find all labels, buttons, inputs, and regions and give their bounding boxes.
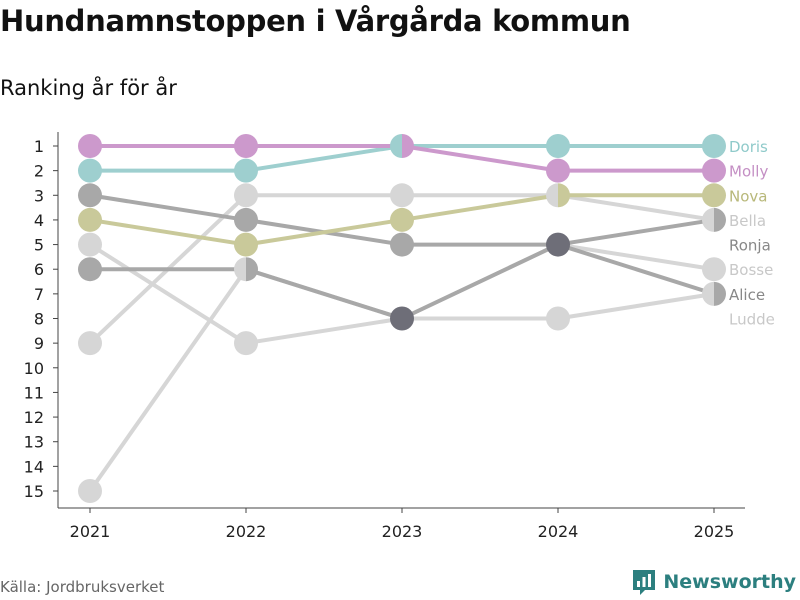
- end-labels: Doris Molly Nova Bella Ronja Bosse Alice Ludde: [729, 138, 775, 329]
- marker-alice-2025: [714, 281, 726, 306]
- marker-ludde-2021: [78, 479, 102, 503]
- marker-ronja-2023: [390, 232, 414, 257]
- marker-molly-2024: [546, 158, 570, 183]
- x-tick-label-2023: 2023: [382, 522, 423, 541]
- marker-molly-2021: [78, 134, 102, 158]
- y-tick-label-6: 6: [34, 260, 44, 279]
- y-tick-label-11: 11: [24, 383, 44, 402]
- marker-molly-2023: [402, 134, 414, 158]
- marker-ludde-2025: [702, 281, 714, 306]
- marker-bella-2025: [702, 207, 714, 232]
- y-tick-label-14: 14: [24, 457, 44, 476]
- marker-nova-2022: [234, 232, 258, 257]
- marker-bosse-2025: [702, 257, 726, 282]
- marker-ronja-2022: [234, 207, 258, 232]
- marker-molly-2025: [702, 158, 726, 183]
- chart-title: Hundnamnstoppen i Vårgårda kommun: [0, 4, 631, 38]
- y-tick-label-2: 2: [34, 162, 44, 181]
- newsworthy-logo: Newsworthy: [631, 568, 796, 596]
- brand-name: Newsworthy: [663, 571, 796, 593]
- end-label-ronja: Ronja: [729, 237, 771, 255]
- marker-shared-8-2023: [390, 306, 414, 331]
- y-tick-label-1: 1: [34, 137, 44, 156]
- y-tick-label-13: 13: [24, 433, 44, 452]
- marker-bella-2022: [234, 183, 258, 208]
- end-label-nova: Nova: [729, 187, 767, 205]
- marker-doris-2024: [546, 134, 570, 158]
- y-tick-label-9: 9: [34, 334, 44, 353]
- y-tick-label-5: 5: [34, 236, 44, 255]
- marker-bosse-2021: [78, 232, 102, 257]
- marker-bosse-2022: [234, 331, 258, 356]
- marker-doris-2025: [702, 134, 726, 158]
- end-label-molly: Molly: [729, 163, 768, 181]
- source-note: Källa: Jordbruksverket: [0, 578, 165, 596]
- marker-ronja-2025: [714, 207, 726, 232]
- marker-doris-2023: [390, 134, 402, 158]
- marker-molly-2022: [234, 134, 258, 158]
- marker-nova-2021: [78, 207, 102, 232]
- marker-bella-2021: [78, 331, 102, 356]
- y-tick-label-12: 12: [24, 408, 44, 427]
- marker-alice-2022: [246, 257, 258, 282]
- y-tick-label-10: 10: [24, 359, 44, 378]
- marker-bella-2023: [390, 183, 414, 208]
- x-tick-label-2021: 2021: [70, 522, 111, 541]
- end-label-ludde: Ludde: [729, 311, 775, 329]
- marker-doris-2022: [234, 158, 258, 183]
- newsworthy-icon: [633, 570, 656, 595]
- marker-ronja-2021: [78, 183, 102, 208]
- y-tick-label-3: 3: [34, 186, 44, 205]
- marker-bella-2024: [546, 183, 558, 208]
- end-label-doris: Doris: [729, 138, 768, 156]
- end-label-alice: Alice: [729, 286, 765, 304]
- chart-subtitle: Ranking år för år: [0, 76, 177, 100]
- y-tick-label-4: 4: [34, 211, 44, 230]
- y-tick-label-15: 15: [24, 482, 44, 501]
- y-tick-label-7: 7: [34, 285, 44, 304]
- marker-ludde-2022: [234, 257, 246, 282]
- x-tick-label-2022: 2022: [226, 522, 267, 541]
- marker-doris-2021: [78, 158, 102, 183]
- series-markers: [78, 134, 726, 503]
- x-tick-label-2025: 2025: [694, 522, 735, 541]
- marker-nova-2025: [702, 183, 726, 208]
- x-tick-label-2024: 2024: [538, 522, 579, 541]
- marker-alice-2021: [78, 257, 102, 282]
- marker-nova-2024: [558, 183, 570, 208]
- marker-nova-2023: [390, 207, 414, 232]
- end-label-bosse: Bosse: [729, 261, 773, 279]
- end-label-bella: Bella: [729, 212, 766, 230]
- marker-ludde-2024: [546, 306, 570, 331]
- y-tick-label-8: 8: [34, 310, 44, 329]
- marker-shared-5-2024: [546, 232, 570, 257]
